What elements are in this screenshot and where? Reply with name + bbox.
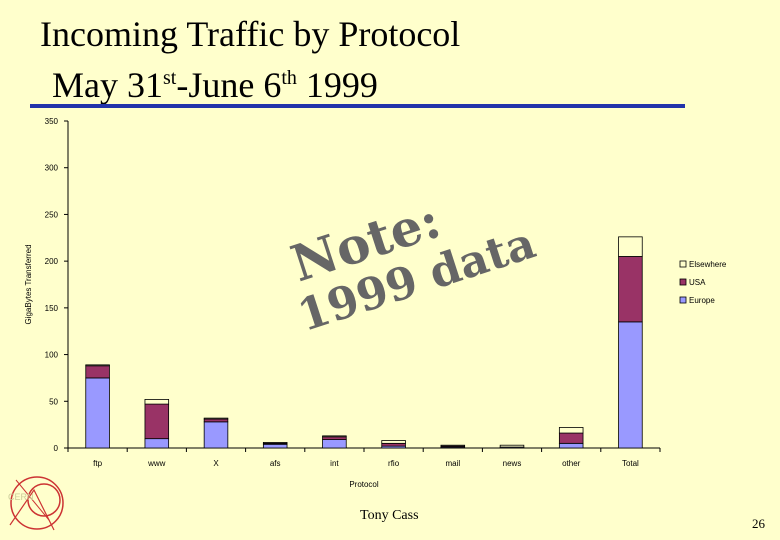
x-tick-label: www: [147, 459, 166, 468]
y-tick-label: 200: [45, 257, 59, 266]
stacked-bar-chart: 0 50 100 150 200 250 300 350 GigaBytes Transferr…: [24, 117, 727, 489]
bar-segment-europe: [322, 439, 347, 449]
bar-segment-europe: [618, 321, 643, 449]
y-tick-label: 300: [45, 164, 59, 173]
bar-segment-europe: [85, 377, 110, 449]
y-axis-title: GigaBytes Transferred: [24, 244, 33, 324]
bar-segment-elsewhere: [440, 444, 466, 447]
title-rule: [30, 104, 685, 108]
x-tick-label: int: [330, 459, 339, 468]
logo-text: CERN: [8, 492, 34, 502]
title-sup-th: th: [281, 67, 297, 89]
bar-segment-usa: [381, 442, 406, 447]
title-date-end: -June 6: [176, 65, 282, 105]
bar-segment-elsewhere: [203, 417, 229, 420]
title-line-1: Incoming Traffic by Protocol: [40, 14, 461, 54]
y-tick-label: 150: [45, 304, 59, 313]
x-tick-label: other: [562, 459, 581, 468]
bar-segment-europe: [558, 442, 584, 449]
y-tick-label: 0: [54, 444, 59, 453]
title-date-start: May 31: [52, 65, 163, 105]
bar-segment-europe: [262, 443, 288, 449]
title-line-2: May 31st-June 6th 1999: [40, 56, 460, 107]
bar-segment-elsewhere: [322, 435, 347, 438]
author-footer: Tony Cass: [360, 508, 419, 523]
legend-swatch-europe: [679, 296, 687, 304]
x-tick-label: Total: [622, 459, 639, 468]
y-tick-label: 100: [45, 351, 59, 360]
x-tick-label: news: [503, 459, 522, 468]
x-tick-label: rfio: [388, 459, 400, 468]
bar-segment-usa: [203, 418, 229, 423]
bar-segment-europe: [203, 421, 229, 449]
bar-segment-elsewhere: [499, 444, 525, 448]
y-tick-label: 250: [45, 210, 59, 219]
y-tick-label: 350: [45, 117, 59, 126]
bar-segment-usa: [322, 436, 347, 440]
bar-segment-usa: [144, 403, 170, 440]
x-tick-label: X: [213, 459, 219, 468]
bar-segment-usa: [618, 256, 643, 323]
title-year: 1999: [296, 65, 378, 105]
legend-swatch-elsewhere: [679, 260, 687, 268]
legend-swatch-usa: [679, 278, 687, 286]
page-number: 26: [752, 516, 765, 531]
y-tick-label: 50: [49, 397, 58, 406]
bar-segment-elsewhere: [618, 236, 643, 257]
x-tick-label: ftp: [93, 459, 102, 468]
x-tick-label: mail: [445, 459, 460, 468]
cern-logo: CERN: [8, 476, 64, 531]
legend-label-usa: USA: [689, 278, 706, 287]
title-sup-st: st: [163, 67, 177, 89]
bar-segment-usa: [85, 365, 110, 379]
bar-segment-elsewhere: [558, 427, 584, 434]
bar-segment-elsewhere: [144, 399, 170, 405]
slide-title: Incoming Traffic by Protocol May 31st-Ju…: [40, 12, 460, 107]
legend-label-elsewhere: Elsewhere: [689, 260, 727, 269]
bar-segment-elsewhere: [262, 441, 288, 444]
x-tick-label: afs: [270, 459, 281, 468]
bar-segment-elsewhere: [85, 364, 110, 367]
x-axis-title: Protocol: [349, 480, 379, 489]
legend-label-europe: Europe: [689, 296, 715, 305]
bar-segment-europe: [144, 438, 170, 449]
bar-segment-usa: [558, 432, 584, 444]
bar-segment-elsewhere: [381, 440, 406, 444]
